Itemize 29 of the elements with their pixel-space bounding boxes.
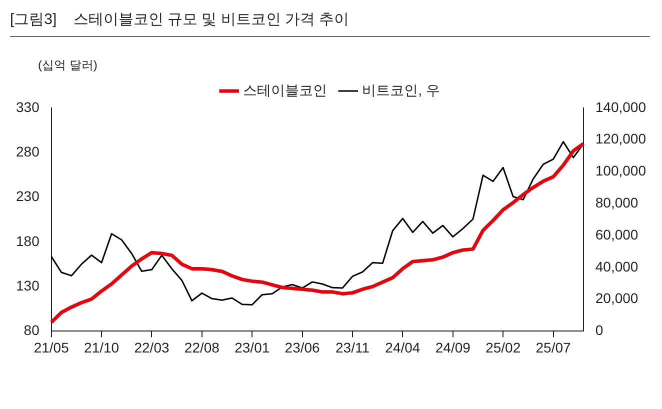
x-tick-label: 23/11 [336, 339, 370, 356]
x-tick-label: 25/02 [486, 339, 521, 356]
chart-title: [그림3] 스테이블코인 규모 및 비트코인 가격 추이 [10, 10, 350, 29]
y2-tick-label: 60,000 [595, 226, 638, 242]
x-tick-label: 22/03 [134, 339, 170, 356]
y-tick-label: 80 [24, 322, 40, 338]
y-tick-label: 330 [16, 98, 40, 115]
y2-tick-label: 40,000 [595, 258, 638, 274]
y2-tick-label: 100,000 [595, 162, 646, 179]
y2-tick-label: 80,000 [595, 194, 638, 211]
y-tick-label: 230 [16, 188, 40, 204]
legend-label: 스테이블코인 [243, 82, 328, 98]
legend-label: 비트코인, 우 [362, 82, 440, 98]
y2-tick-label: 20,000 [595, 290, 638, 306]
y2-tick-label: 140,000 [595, 98, 646, 115]
x-tick-label: 24/04 [385, 339, 420, 356]
x-tick-label: 24/09 [435, 339, 471, 356]
x-tick-label: 23/01 [234, 339, 270, 356]
y2-tick-label: 0 [595, 322, 604, 338]
x-tick-label: 25/07 [536, 339, 572, 356]
y-tick-label: 280 [16, 144, 40, 160]
x-tick-label: 22/08 [184, 339, 220, 356]
y-tick-label: 130 [16, 277, 40, 294]
x-tick-label: 21/05 [34, 339, 70, 356]
y2-tick-label: 120,000 [595, 130, 646, 147]
y-axis-title: (십억 달러) [38, 57, 98, 74]
y-tick-label: 180 [16, 232, 40, 249]
x-tick-label: 21/10 [84, 339, 120, 356]
x-tick-label: 23/06 [284, 339, 320, 356]
